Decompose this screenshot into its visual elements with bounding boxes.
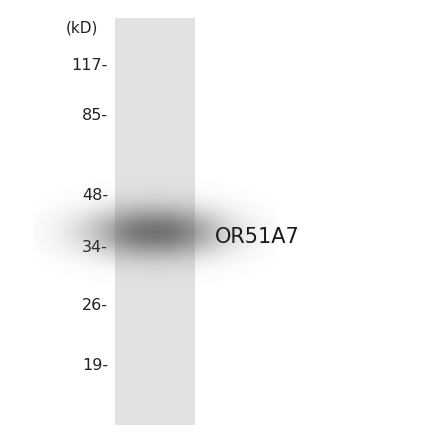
- Text: 26-: 26-: [82, 298, 108, 313]
- Text: 19-: 19-: [82, 358, 108, 373]
- Text: 117-: 117-: [72, 57, 108, 72]
- Text: (kD): (kD): [66, 20, 98, 35]
- Text: 85-: 85-: [82, 108, 108, 123]
- Text: 34-: 34-: [82, 240, 108, 255]
- Text: 48-: 48-: [82, 187, 108, 202]
- Text: OR51A7: OR51A7: [215, 227, 300, 247]
- Bar: [115, 18, 195, 425]
